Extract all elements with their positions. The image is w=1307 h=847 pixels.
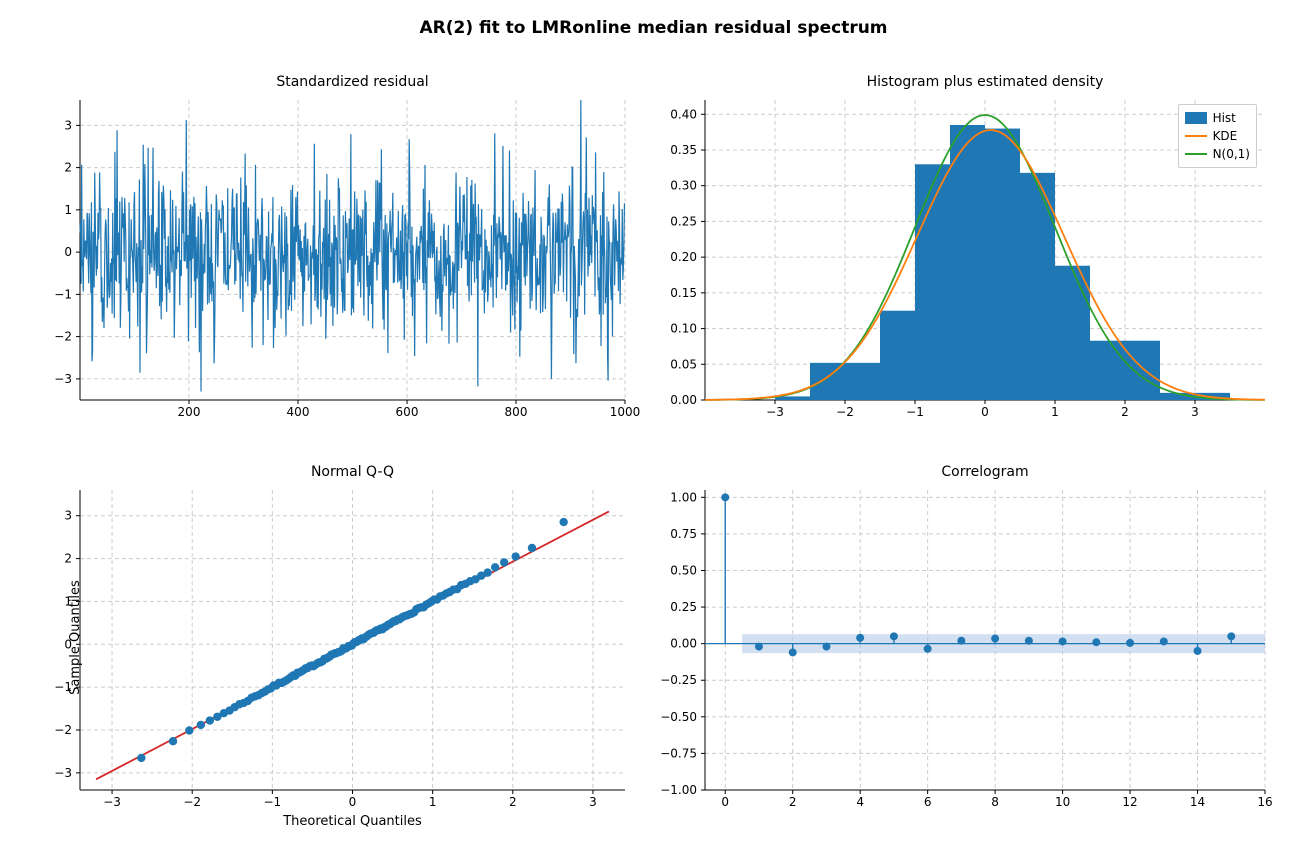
svg-text:−2: −2 <box>836 405 854 419</box>
histogram-legend: Hist KDE N(0,1) <box>1178 104 1257 168</box>
svg-text:0.00: 0.00 <box>670 393 697 407</box>
subplot-correlogram-title: Correlogram <box>705 464 1265 480</box>
subplot-correlogram: Correlogram 0246810121416−1.00−0.75−0.50… <box>705 490 1265 790</box>
svg-text:10: 10 <box>1055 795 1070 809</box>
svg-text:3: 3 <box>1191 405 1199 419</box>
svg-text:0.05: 0.05 <box>670 357 697 371</box>
qq-xlabel: Theoretical Quantiles <box>80 814 625 829</box>
svg-text:−1: −1 <box>54 287 72 301</box>
svg-text:14: 14 <box>1190 795 1205 809</box>
svg-text:−1: −1 <box>264 795 282 809</box>
legend-label: KDE <box>1213 129 1238 143</box>
chart-correlogram: 0246810121416−1.00−0.75−0.50−0.250.000.2… <box>705 490 1265 790</box>
svg-text:0: 0 <box>981 405 989 419</box>
legend-item: Hist <box>1185 109 1250 127</box>
svg-text:0.25: 0.25 <box>670 214 697 228</box>
svg-text:3: 3 <box>64 118 72 132</box>
svg-text:0.15: 0.15 <box>670 286 697 300</box>
subplot-histogram: Histogram plus estimated density −3−2−10… <box>705 100 1265 400</box>
svg-text:0.25: 0.25 <box>670 600 697 614</box>
svg-text:−2: −2 <box>183 795 201 809</box>
figure-suptitle: AR(2) fit to LMRonline median residual s… <box>0 18 1307 38</box>
svg-text:4: 4 <box>856 795 864 809</box>
legend-swatch <box>1185 112 1207 124</box>
svg-text:2: 2 <box>64 161 72 175</box>
subplot-qq-title: Normal Q-Q <box>80 464 625 480</box>
svg-text:−0.25: −0.25 <box>660 673 697 687</box>
legend-label: Hist <box>1213 111 1236 125</box>
svg-text:1: 1 <box>1051 405 1059 419</box>
svg-text:400: 400 <box>287 405 310 419</box>
svg-text:1.00: 1.00 <box>670 490 697 504</box>
svg-text:2: 2 <box>789 795 797 809</box>
svg-text:0.75: 0.75 <box>670 527 697 541</box>
legend-swatch <box>1185 135 1207 137</box>
svg-text:0.35: 0.35 <box>670 143 697 157</box>
legend-swatch <box>1185 153 1207 155</box>
svg-text:1: 1 <box>64 203 72 217</box>
svg-text:6: 6 <box>924 795 932 809</box>
subplot-residual-title: Standardized residual <box>80 74 625 90</box>
chart-qq: −3−2−10123−3−2−10123 <box>80 490 625 790</box>
svg-text:0.50: 0.50 <box>670 563 697 577</box>
legend-label: N(0,1) <box>1213 147 1250 161</box>
svg-text:12: 12 <box>1122 795 1137 809</box>
chart-residual: 2004006008001000−3−2−10123 <box>80 100 625 400</box>
svg-text:1: 1 <box>429 795 437 809</box>
svg-text:0.40: 0.40 <box>670 107 697 121</box>
subplot-qq: Normal Q-Q −3−2−10123−3−2−10123 Sample Q… <box>80 490 625 790</box>
svg-text:0.10: 0.10 <box>670 322 697 336</box>
svg-text:−3: −3 <box>54 372 72 386</box>
svg-text:2: 2 <box>1121 405 1129 419</box>
svg-text:8: 8 <box>991 795 999 809</box>
svg-text:200: 200 <box>178 405 201 419</box>
svg-text:−1: −1 <box>906 405 924 419</box>
svg-text:0: 0 <box>721 795 729 809</box>
svg-text:0.00: 0.00 <box>670 637 697 651</box>
svg-text:−1.00: −1.00 <box>660 783 697 797</box>
subplot-residual: Standardized residual 2004006008001000−3… <box>80 100 625 400</box>
svg-text:0: 0 <box>349 795 357 809</box>
legend-item: KDE <box>1185 127 1250 145</box>
svg-text:−3: −3 <box>766 405 784 419</box>
svg-text:−0.75: −0.75 <box>660 746 697 760</box>
svg-text:−3: −3 <box>54 766 72 780</box>
svg-text:16: 16 <box>1257 795 1272 809</box>
figure: AR(2) fit to LMRonline median residual s… <box>0 0 1307 847</box>
svg-text:800: 800 <box>505 405 528 419</box>
svg-text:0.30: 0.30 <box>670 179 697 193</box>
svg-text:−2: −2 <box>54 723 72 737</box>
qq-ylabel: Sample Quantiles <box>68 580 83 695</box>
svg-text:2: 2 <box>509 795 517 809</box>
svg-text:3: 3 <box>589 795 597 809</box>
svg-text:3: 3 <box>64 509 72 523</box>
svg-text:0: 0 <box>64 245 72 259</box>
subplot-histogram-title: Histogram plus estimated density <box>705 74 1265 90</box>
legend-item: N(0,1) <box>1185 145 1250 163</box>
svg-text:2: 2 <box>64 552 72 566</box>
svg-text:−3: −3 <box>103 795 121 809</box>
svg-text:0.20: 0.20 <box>670 250 697 264</box>
svg-text:600: 600 <box>396 405 419 419</box>
svg-text:−0.50: −0.50 <box>660 710 697 724</box>
svg-text:1000: 1000 <box>610 405 641 419</box>
svg-text:−2: −2 <box>54 330 72 344</box>
